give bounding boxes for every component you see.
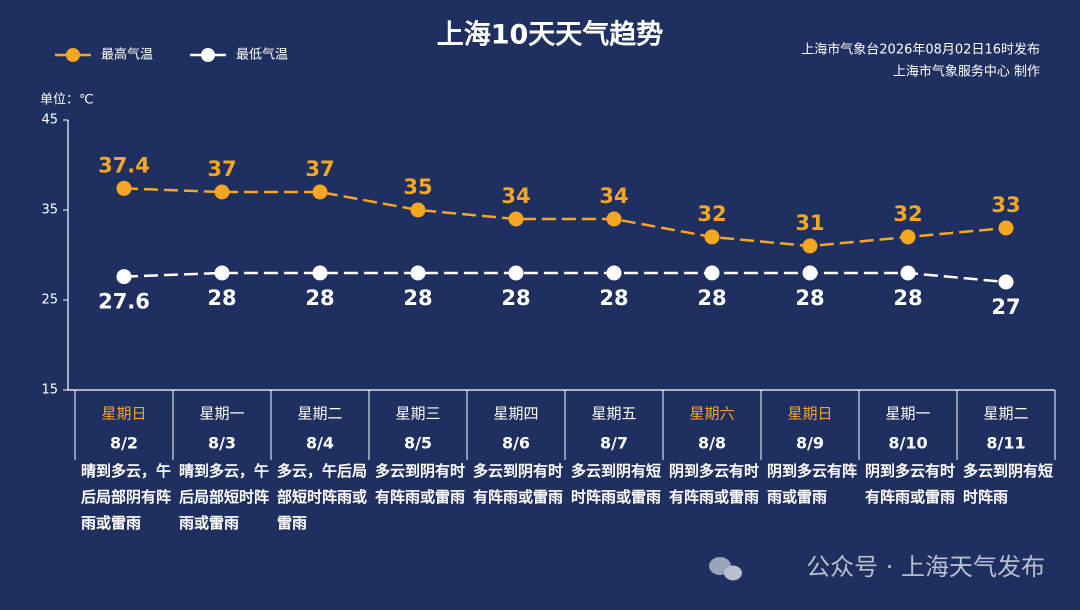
x-tick-label: 8/2 <box>110 434 138 453</box>
series-line <box>123 271 1007 284</box>
point <box>312 184 328 200</box>
y-tick-label: 35 <box>41 203 58 218</box>
wechat-icon <box>709 557 742 581</box>
value-label: 28 <box>893 286 922 310</box>
point <box>508 211 524 227</box>
x-tick-label: 8/5 <box>404 434 432 453</box>
y-tick-label: 25 <box>41 293 58 308</box>
value-label: 34 <box>599 184 628 208</box>
forecast: 晴到多云，午后局部短时阵雨或雷雨 <box>179 462 270 532</box>
weekday: 星期二 <box>297 405 342 423</box>
value-label: 28 <box>697 286 726 310</box>
point <box>998 274 1014 290</box>
value-label: 34 <box>501 184 530 208</box>
x-tick-label: 8/10 <box>888 434 927 453</box>
x-tick-label: 8/6 <box>502 434 530 453</box>
weekday: 星期六 <box>689 405 734 423</box>
value-label: 35 <box>403 175 432 199</box>
weekday: 星期一 <box>885 405 930 423</box>
watermark: 公众号 · 上海天气发布 <box>806 553 1045 581</box>
point <box>704 229 720 245</box>
legend-label: 最高气温 <box>101 47 153 63</box>
point <box>900 229 916 245</box>
x-tick-label: 8/8 <box>698 434 726 453</box>
point <box>802 238 818 254</box>
value-label: 28 <box>599 286 628 310</box>
value-label: 32 <box>893 202 922 226</box>
x-tick-label: 8/7 <box>600 434 628 453</box>
forecast: 晴到多云，午后局部阴有阵雨或雷雨 <box>81 462 172 532</box>
forecast: 多云到阴有短时阵雨 <box>963 462 1054 506</box>
value-label: 28 <box>795 286 824 310</box>
chart-title: 上海10天天气趋势 <box>437 20 664 51</box>
point <box>214 265 230 281</box>
weekday: 星期日 <box>101 405 146 423</box>
legend-marker <box>201 48 215 62</box>
y-tick-label: 15 <box>41 383 58 398</box>
point <box>214 184 230 200</box>
weekday: 星期日 <box>787 405 832 423</box>
weekday: 星期二 <box>983 405 1028 423</box>
forecast: 多云，午后局部短时阵雨或雷雨 <box>277 462 368 532</box>
weekday: 星期一 <box>199 405 244 423</box>
legend-label: 最低气温 <box>236 47 288 63</box>
forecast: 阴到多云有时有阵雨或雷雨 <box>865 462 956 506</box>
value-label: 37.4 <box>98 153 150 177</box>
value-label: 28 <box>305 286 334 310</box>
x-tick-label: 8/3 <box>208 434 236 453</box>
value-label: 31 <box>795 211 824 235</box>
point <box>116 269 132 285</box>
publisher: 上海市气象台2026年08月02日16时发布 <box>801 42 1040 58</box>
y-tick-label: 45 <box>41 113 58 128</box>
value-label: 37 <box>207 157 236 181</box>
value-label: 33 <box>991 193 1020 217</box>
value-label: 28 <box>501 286 530 310</box>
x-tick-label: 8/9 <box>796 434 824 453</box>
value-label: 32 <box>697 202 726 226</box>
publisher: 上海市气象服务中心 制作 <box>893 64 1040 80</box>
forecast: 多云到阴有时有阵雨或雷雨 <box>473 462 564 506</box>
value-label: 27.6 <box>98 290 150 314</box>
point <box>410 265 426 281</box>
forecast: 阴到多云有时有阵雨或雷雨 <box>669 462 760 506</box>
point <box>508 265 524 281</box>
value-label: 27 <box>991 295 1020 319</box>
legend-marker <box>66 48 80 62</box>
value-label: 28 <box>403 286 432 310</box>
x-tick-label: 8/4 <box>306 434 334 453</box>
unit-label: 单位：℃ <box>40 93 94 108</box>
point <box>410 202 426 218</box>
point <box>116 180 132 196</box>
forecast: 阴到多云有阵雨或雷雨 <box>767 462 858 506</box>
point <box>704 265 720 281</box>
value-label: 28 <box>207 286 236 310</box>
forecast: 多云到阴有短时阵雨或雷雨 <box>571 462 662 506</box>
value-label: 37 <box>305 157 334 181</box>
weekday: 星期四 <box>493 405 538 423</box>
weekday: 星期三 <box>395 405 440 423</box>
point <box>802 265 818 281</box>
point <box>998 220 1014 236</box>
point <box>312 265 328 281</box>
point <box>606 211 622 227</box>
x-tick-label: 8/11 <box>986 434 1025 453</box>
forecast: 多云到阴有时有阵雨或雷雨 <box>375 462 466 506</box>
weekday: 星期五 <box>591 405 636 423</box>
series-line <box>123 187 1007 248</box>
point <box>900 265 916 281</box>
point <box>606 265 622 281</box>
